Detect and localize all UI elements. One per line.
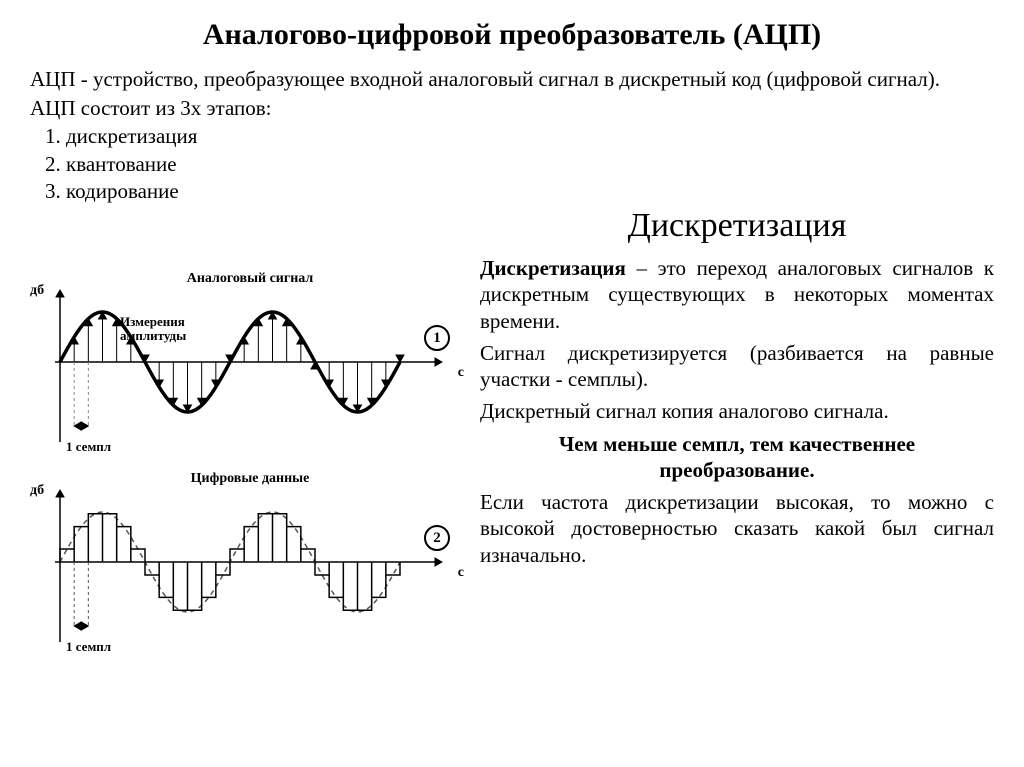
bold-note: Чем меньше семпл, тем качественнее преоб… xyxy=(480,431,994,484)
diagram-number-icon: 1 xyxy=(424,325,450,351)
analog-wave-svg xyxy=(30,267,470,457)
y-axis-label: дб xyxy=(30,483,44,499)
definition-term: Дискретизация xyxy=(480,256,626,280)
steps-intro: АЦП состоит из 3х этапов: xyxy=(30,96,994,121)
intro-paragraph: АЦП - устройство, преобразующее входной … xyxy=(30,66,994,92)
x-axis-label: с xyxy=(458,365,464,381)
digital-wave-svg xyxy=(30,467,470,657)
definition-paragraph: Дискретизация – это переход аналоговых с… xyxy=(480,255,994,334)
sample-label: 1 семпл xyxy=(66,439,111,455)
text-column: Дискретизация Дискретизация – это перехо… xyxy=(480,207,994,657)
y-axis-label: дб xyxy=(30,283,44,299)
paragraph-3: Дискретный сигнал копия аналогово сигнал… xyxy=(480,398,994,424)
paragraph-4: Если частота дискретизации высокая, то м… xyxy=(480,489,994,568)
paragraph-2: Сигнал дискретизируется (разбивается на … xyxy=(480,340,994,393)
sample-label: 1 семпл xyxy=(66,639,111,655)
step-item: дискретизация xyxy=(66,123,994,150)
section-heading: Дискретизация xyxy=(480,207,994,245)
diagram-analog: дб Аналоговый сигнал Измеренияамплитуды … xyxy=(30,267,470,457)
step-item: квантование xyxy=(66,151,994,178)
x-axis-label: с xyxy=(458,565,464,581)
diagram-digital: дб Цифровые данные с 2 1 семпл xyxy=(30,467,470,657)
diagram-title: Аналоговый сигнал xyxy=(187,271,314,287)
diagram-title: Цифровые данные xyxy=(191,471,310,487)
steps-list: дискретизация квантование кодирование xyxy=(30,123,994,205)
amplitude-label: Измеренияамплитуды xyxy=(120,315,186,344)
diagrams-column: дб Аналоговый сигнал Измеренияамплитуды … xyxy=(30,207,470,657)
diagram-number-icon: 2 xyxy=(424,525,450,551)
page-title: Аналогово-цифровой преобразователь (АЦП) xyxy=(30,18,994,52)
step-item: кодирование xyxy=(66,178,994,205)
